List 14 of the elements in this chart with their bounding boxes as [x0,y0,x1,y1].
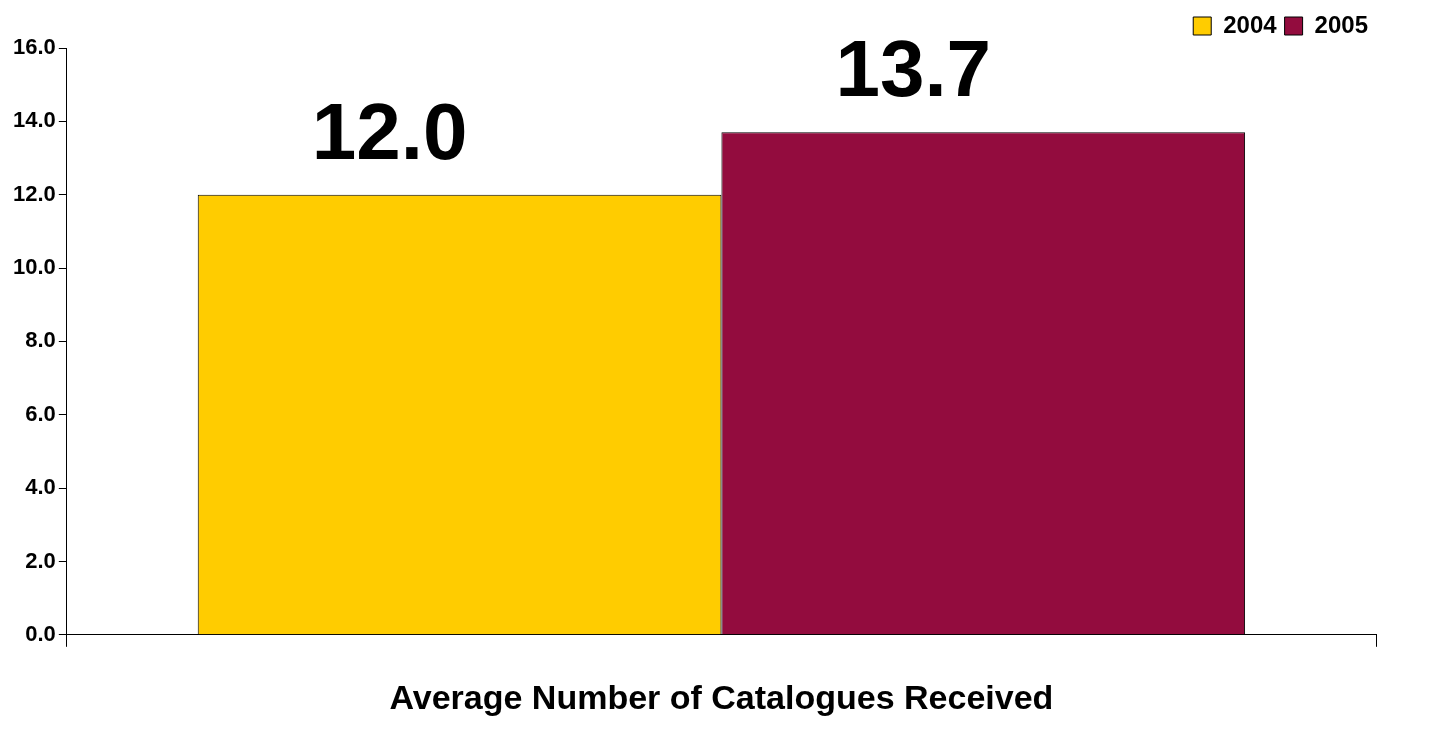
y-tick-label: 14.0 [12,107,56,133]
y-tick-label: 16.0 [12,34,56,60]
y-tick-label: 8.0 [25,327,56,353]
y-tick-label: 6.0 [25,400,56,426]
data-label: 13.7 [835,24,992,114]
y-tick-label: 2.0 [25,547,56,573]
x-axis-title: Average Number of Catalogues Received [389,677,1054,716]
y-tick-label: 12.0 [12,180,56,206]
y-tick-label: 10.0 [12,254,56,280]
legend-label: 2005 [1314,10,1368,38]
data-label: 12.0 [311,86,468,176]
y-tick-label: 4.0 [25,474,56,500]
y-tick-label: 0.0 [25,620,56,646]
legend-label: 2004 [1223,10,1278,38]
